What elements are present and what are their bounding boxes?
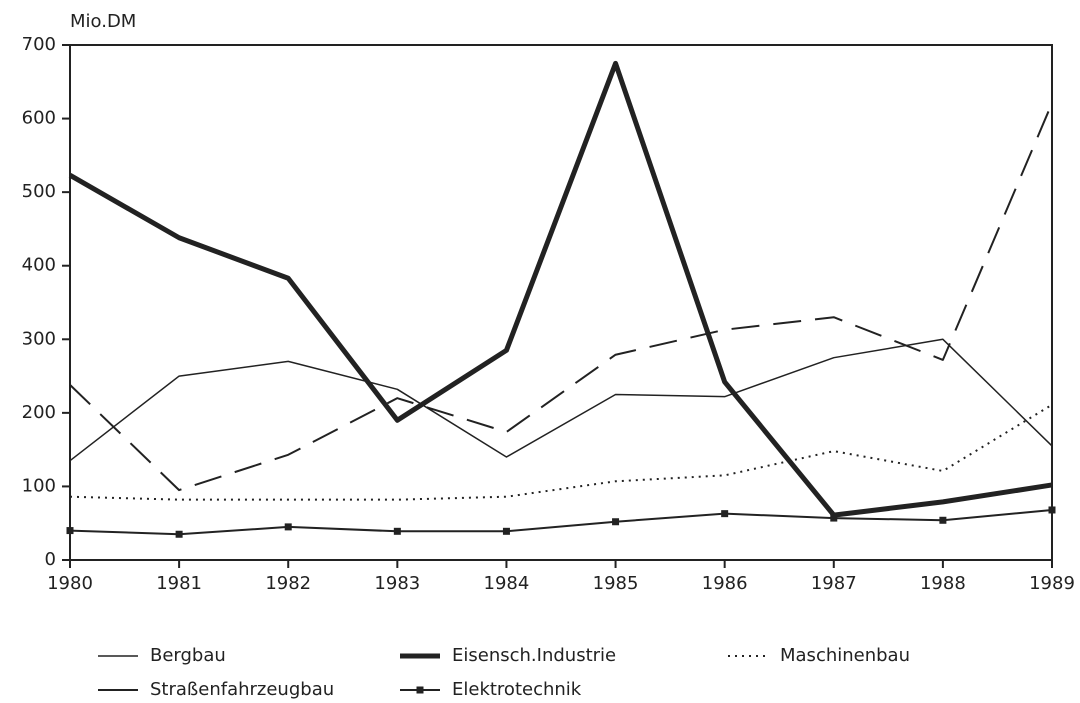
series-marker bbox=[502, 527, 510, 535]
legend-label: Bergbau bbox=[150, 645, 226, 666]
series-marker bbox=[612, 518, 620, 526]
x-tick-label: 1984 bbox=[484, 573, 530, 594]
y-axis-label: Mio.DM bbox=[70, 11, 136, 32]
legend-label: Elektrotechnik bbox=[452, 679, 582, 700]
y-tick-label: 100 bbox=[22, 475, 56, 496]
series-marker bbox=[393, 527, 401, 535]
series-marker bbox=[721, 510, 729, 518]
series-marker bbox=[284, 523, 292, 531]
y-tick-label: 400 bbox=[22, 255, 56, 276]
x-tick-label: 1983 bbox=[374, 573, 420, 594]
series-marker bbox=[939, 516, 947, 524]
series-line bbox=[69, 508, 1053, 536]
series-marker bbox=[175, 530, 183, 538]
x-tick-label: 1988 bbox=[920, 573, 966, 594]
y-tick-label: 200 bbox=[22, 402, 56, 423]
series-marker bbox=[1048, 506, 1056, 514]
y-tick-label: 0 bbox=[45, 549, 56, 570]
series-line bbox=[69, 338, 1053, 462]
y-tick-label: 500 bbox=[22, 181, 56, 202]
legend-label: Straßenfahrzeugbau bbox=[150, 679, 334, 700]
series-marker bbox=[66, 527, 74, 535]
x-tick-label: 1987 bbox=[811, 573, 857, 594]
x-tick-label: 1982 bbox=[265, 573, 311, 594]
series-marker bbox=[830, 514, 838, 522]
x-tick-label: 1986 bbox=[702, 573, 748, 594]
legend-label: Maschinenbau bbox=[780, 645, 910, 666]
plot-frame bbox=[69, 44, 1053, 561]
series-line bbox=[69, 102, 1053, 492]
legend-marker bbox=[416, 686, 424, 694]
series-line bbox=[68, 60, 1053, 518]
x-tick-label: 1981 bbox=[156, 573, 202, 594]
y-tick-label: 300 bbox=[22, 328, 56, 349]
y-tick-label: 700 bbox=[22, 34, 56, 55]
x-tick-label: 1985 bbox=[593, 573, 639, 594]
x-tick-label: 1980 bbox=[47, 573, 93, 594]
legend-label: Eisensch.Industrie bbox=[452, 645, 616, 666]
y-tick-label: 600 bbox=[22, 108, 56, 129]
series-line bbox=[69, 403, 1053, 501]
x-tick-label: 1989 bbox=[1029, 573, 1075, 594]
